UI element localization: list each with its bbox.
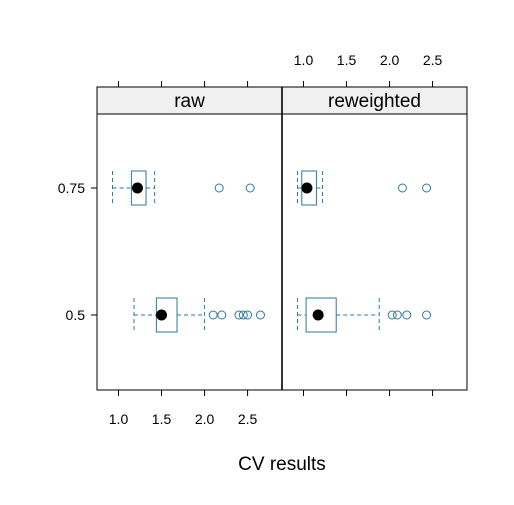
panel-raw: raw 1.0 1.5 2.0 2.5 — [96, 81, 283, 427]
x-tick-label: 2.0 — [380, 52, 400, 68]
box-group — [133, 297, 265, 333]
median-dot — [301, 182, 313, 194]
x-tick-label: 2.0 — [195, 411, 215, 427]
outlier-point — [402, 310, 412, 320]
outlier-point — [392, 310, 402, 320]
y-tick-label: 0.75 — [58, 180, 85, 196]
panel-border — [96, 86, 283, 391]
box-group — [296, 170, 432, 206]
strip-background — [282, 87, 467, 114]
median-dot — [156, 309, 168, 321]
y-tick-label: 0.5 — [66, 307, 86, 323]
box-group — [296, 297, 432, 333]
x-tick-label: 2.5 — [238, 411, 258, 427]
median-dot — [312, 309, 324, 321]
outlier-point — [422, 183, 432, 193]
y-axis: 0.5 0.75 — [58, 180, 97, 323]
panel-reweighted: reweighted 1.0 1.5 2.0 2.5 — [281, 52, 468, 396]
x-axis-bottom: 1.0 1.5 2.0 2.5 — [109, 81, 258, 427]
outlier-point — [234, 310, 244, 320]
outlier-point — [238, 310, 248, 320]
box-group — [111, 170, 255, 206]
outlier-point — [397, 183, 407, 193]
strip-label: raw — [174, 91, 205, 112]
panel-border — [281, 86, 468, 391]
strip-background — [97, 87, 282, 114]
outlier-point — [255, 310, 265, 320]
box — [130, 170, 147, 206]
x-axis-top: 1.0 1.5 2.0 2.5 — [294, 52, 443, 396]
outlier-point — [422, 310, 432, 320]
box — [305, 297, 337, 333]
median-dot — [131, 182, 143, 194]
x-axis-title: CV results — [238, 454, 326, 475]
outlier-point — [208, 310, 218, 320]
strip-label: reweighted — [328, 91, 421, 112]
x-tick-label: 1.5 — [152, 411, 172, 427]
outlier-point — [243, 310, 253, 320]
outlier-point — [387, 310, 397, 320]
x-tick-label: 1.0 — [109, 411, 129, 427]
outlier-point — [245, 183, 255, 193]
outlier-point — [214, 183, 224, 193]
x-tick-label: 1.0 — [294, 52, 314, 68]
x-tick-label: 1.5 — [337, 52, 357, 68]
outlier-point — [217, 310, 227, 320]
x-tick-label: 2.5 — [423, 52, 443, 68]
